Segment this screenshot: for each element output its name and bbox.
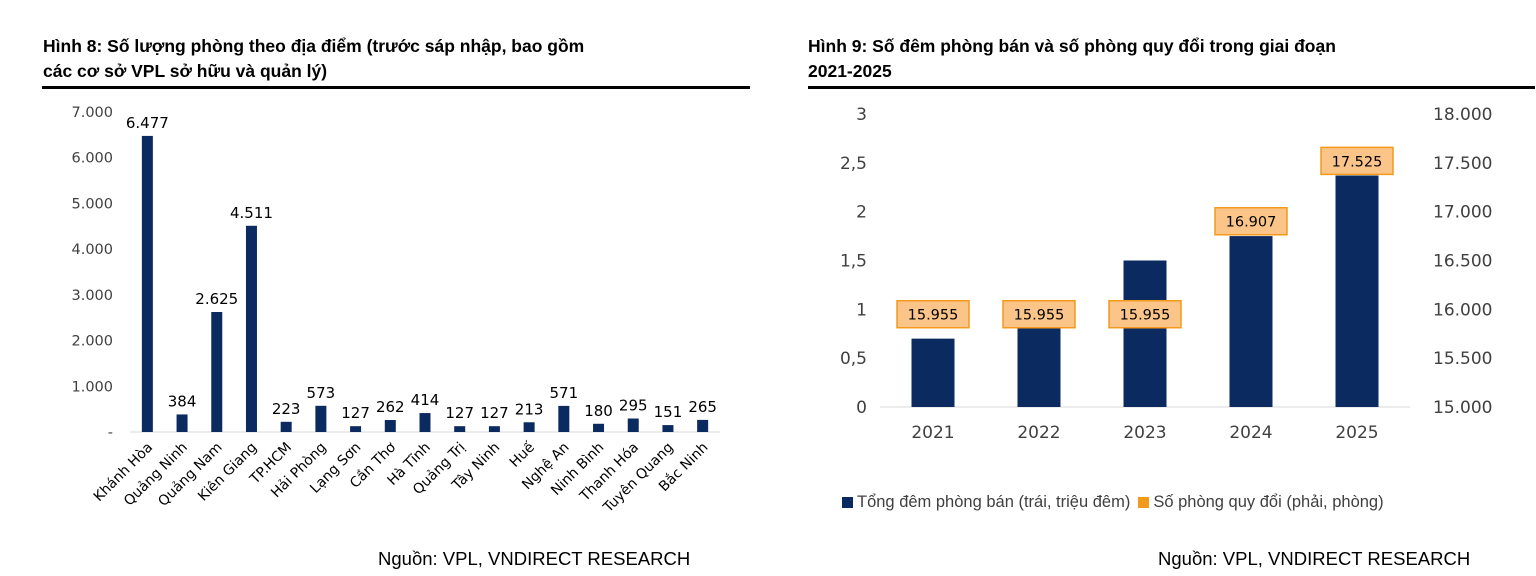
data-label: 223: [272, 400, 301, 418]
data-label: 151: [654, 403, 683, 421]
data-label: 127: [480, 404, 509, 422]
bar: [315, 405, 327, 432]
y-right-tick-label: 17.000: [1433, 203, 1492, 223]
legend-item-rooms: Số phòng quy đổi (phải, phòng): [1138, 493, 1384, 512]
y-tick-label: 3.000: [71, 288, 113, 304]
x-tick-label: 2023: [1123, 423, 1166, 443]
y-left-tick-label: 0: [856, 398, 867, 418]
y-left-tick-label: 2: [856, 203, 867, 223]
bar: [280, 421, 292, 432]
bar: [1123, 260, 1167, 407]
y-tick-label: 2.000: [71, 334, 113, 350]
legend-swatch-orange: [1138, 497, 1150, 508]
bar: [1017, 326, 1061, 407]
right-title-rule: [808, 86, 1535, 89]
data-label: 262: [376, 398, 405, 416]
y-right-tick-label: 16.500: [1433, 252, 1492, 272]
left-figure-title: Hình 8: Số lượng phòng theo địa điểm (tr…: [43, 36, 585, 81]
y-right-tick-label: 18.000: [1433, 105, 1492, 125]
right-source-note: Nguồn: VPL, VNDIRECT RESEARCH: [1158, 548, 1471, 569]
y-tick-label: 6.000: [71, 151, 113, 167]
y-left-tick-label: 1,5: [840, 252, 867, 272]
data-label: 571: [550, 384, 579, 402]
x-tick-label: 2022: [1017, 423, 1060, 443]
bar: [211, 312, 223, 432]
bar: [1229, 236, 1273, 407]
data-label: 2.625: [195, 290, 238, 308]
data-label-box: [1214, 206, 1288, 236]
left-figure-panel: Hình 8: Số lượng phòng theo địa điểm (tr…: [0, 0, 760, 576]
data-label: 573: [307, 384, 336, 402]
x-tick-label: Huế: [506, 439, 538, 471]
data-label: 15.955: [908, 308, 959, 324]
data-label-box: [1108, 299, 1182, 329]
y-tick-label: 1.000: [71, 379, 113, 395]
y-tick-label: 5.000: [71, 196, 113, 212]
data-label-box: [1320, 146, 1394, 176]
x-tick-label: 2025: [1335, 423, 1378, 443]
bar: [141, 135, 153, 432]
bar: [911, 338, 955, 407]
bar: [697, 419, 709, 432]
data-label: 127: [341, 404, 370, 422]
right-chart-legend: Tổng đêm phòng bán (trái, triệu đêm) Số …: [842, 493, 1392, 512]
bar: [176, 414, 188, 432]
left-bar-chart: - 1.000 2.000 3.000 4.000 5.000 6.000 7.000 6.47…: [71, 105, 720, 516]
bar: [454, 426, 466, 432]
legend-label-rooms: Số phòng quy đổi (phải, phòng): [1153, 493, 1384, 511]
x-tick-label: 2021: [911, 423, 954, 443]
data-label: 414: [411, 391, 440, 409]
data-label-box: [896, 299, 970, 329]
bar: [558, 405, 570, 432]
y-left-tick-label: 2,5: [840, 154, 867, 174]
data-label-box: [1002, 299, 1076, 329]
right-combo-chart: 0 0,5 1 1,5 2 2,5 3 15.000 15.500 16.000 16.500 17.…: [840, 105, 1493, 443]
data-label: 4.511: [230, 204, 273, 222]
bar: [350, 426, 362, 432]
y-left-tick-label: 0,5: [840, 349, 867, 369]
left-title-rule: [42, 86, 750, 89]
right-figure-panel: Hình 9: Số đêm phòng bán và số phòng quy…: [770, 0, 1536, 576]
data-label: 213: [515, 400, 544, 418]
bar: [384, 420, 396, 432]
y-right-tick-label: 15.000: [1433, 398, 1492, 418]
data-label: 180: [584, 402, 613, 420]
data-label: 6.477: [126, 114, 169, 132]
y-tick-label: -: [108, 425, 113, 441]
y-right-tick-label: 17.500: [1433, 154, 1492, 174]
data-label: 15.955: [1120, 308, 1171, 324]
data-label: 127: [445, 404, 474, 422]
data-label: 17.525: [1332, 154, 1383, 170]
y-right-tick-label: 16.000: [1433, 300, 1492, 320]
x-tick-label: 2024: [1229, 423, 1272, 443]
bar: [488, 426, 500, 432]
y-left-tick-label: 3: [856, 105, 867, 125]
y-right-tick-label: 15.500: [1433, 349, 1492, 369]
left-source-note: Nguồn: VPL, VNDIRECT RESEARCH: [378, 548, 691, 569]
legend-item-room-nights: Tổng đêm phòng bán (trái, triệu đêm): [842, 493, 1130, 512]
bar: [1335, 175, 1379, 407]
bar: [662, 425, 674, 432]
bar: [245, 225, 257, 432]
legend-swatch-navy: [842, 497, 853, 508]
y-tick-label: 4.000: [71, 242, 113, 258]
data-label: 265: [688, 398, 717, 416]
data-label: 15.955: [1014, 308, 1065, 324]
y-left-tick-label: 1: [856, 300, 867, 320]
y-tick-label: 7.000: [71, 105, 113, 121]
data-label: 16.907: [1226, 215, 1277, 231]
bar: [627, 418, 639, 432]
bar: [419, 413, 431, 432]
data-label: 295: [619, 397, 648, 415]
legend-label-room-nights: Tổng đêm phòng bán (trái, triệu đêm): [857, 493, 1131, 511]
bar: [593, 423, 605, 432]
right-figure-title: Hình 9: Số đêm phòng bán và số phòng quy…: [808, 36, 1336, 81]
bar: [523, 422, 535, 432]
data-label: 384: [168, 392, 197, 410]
